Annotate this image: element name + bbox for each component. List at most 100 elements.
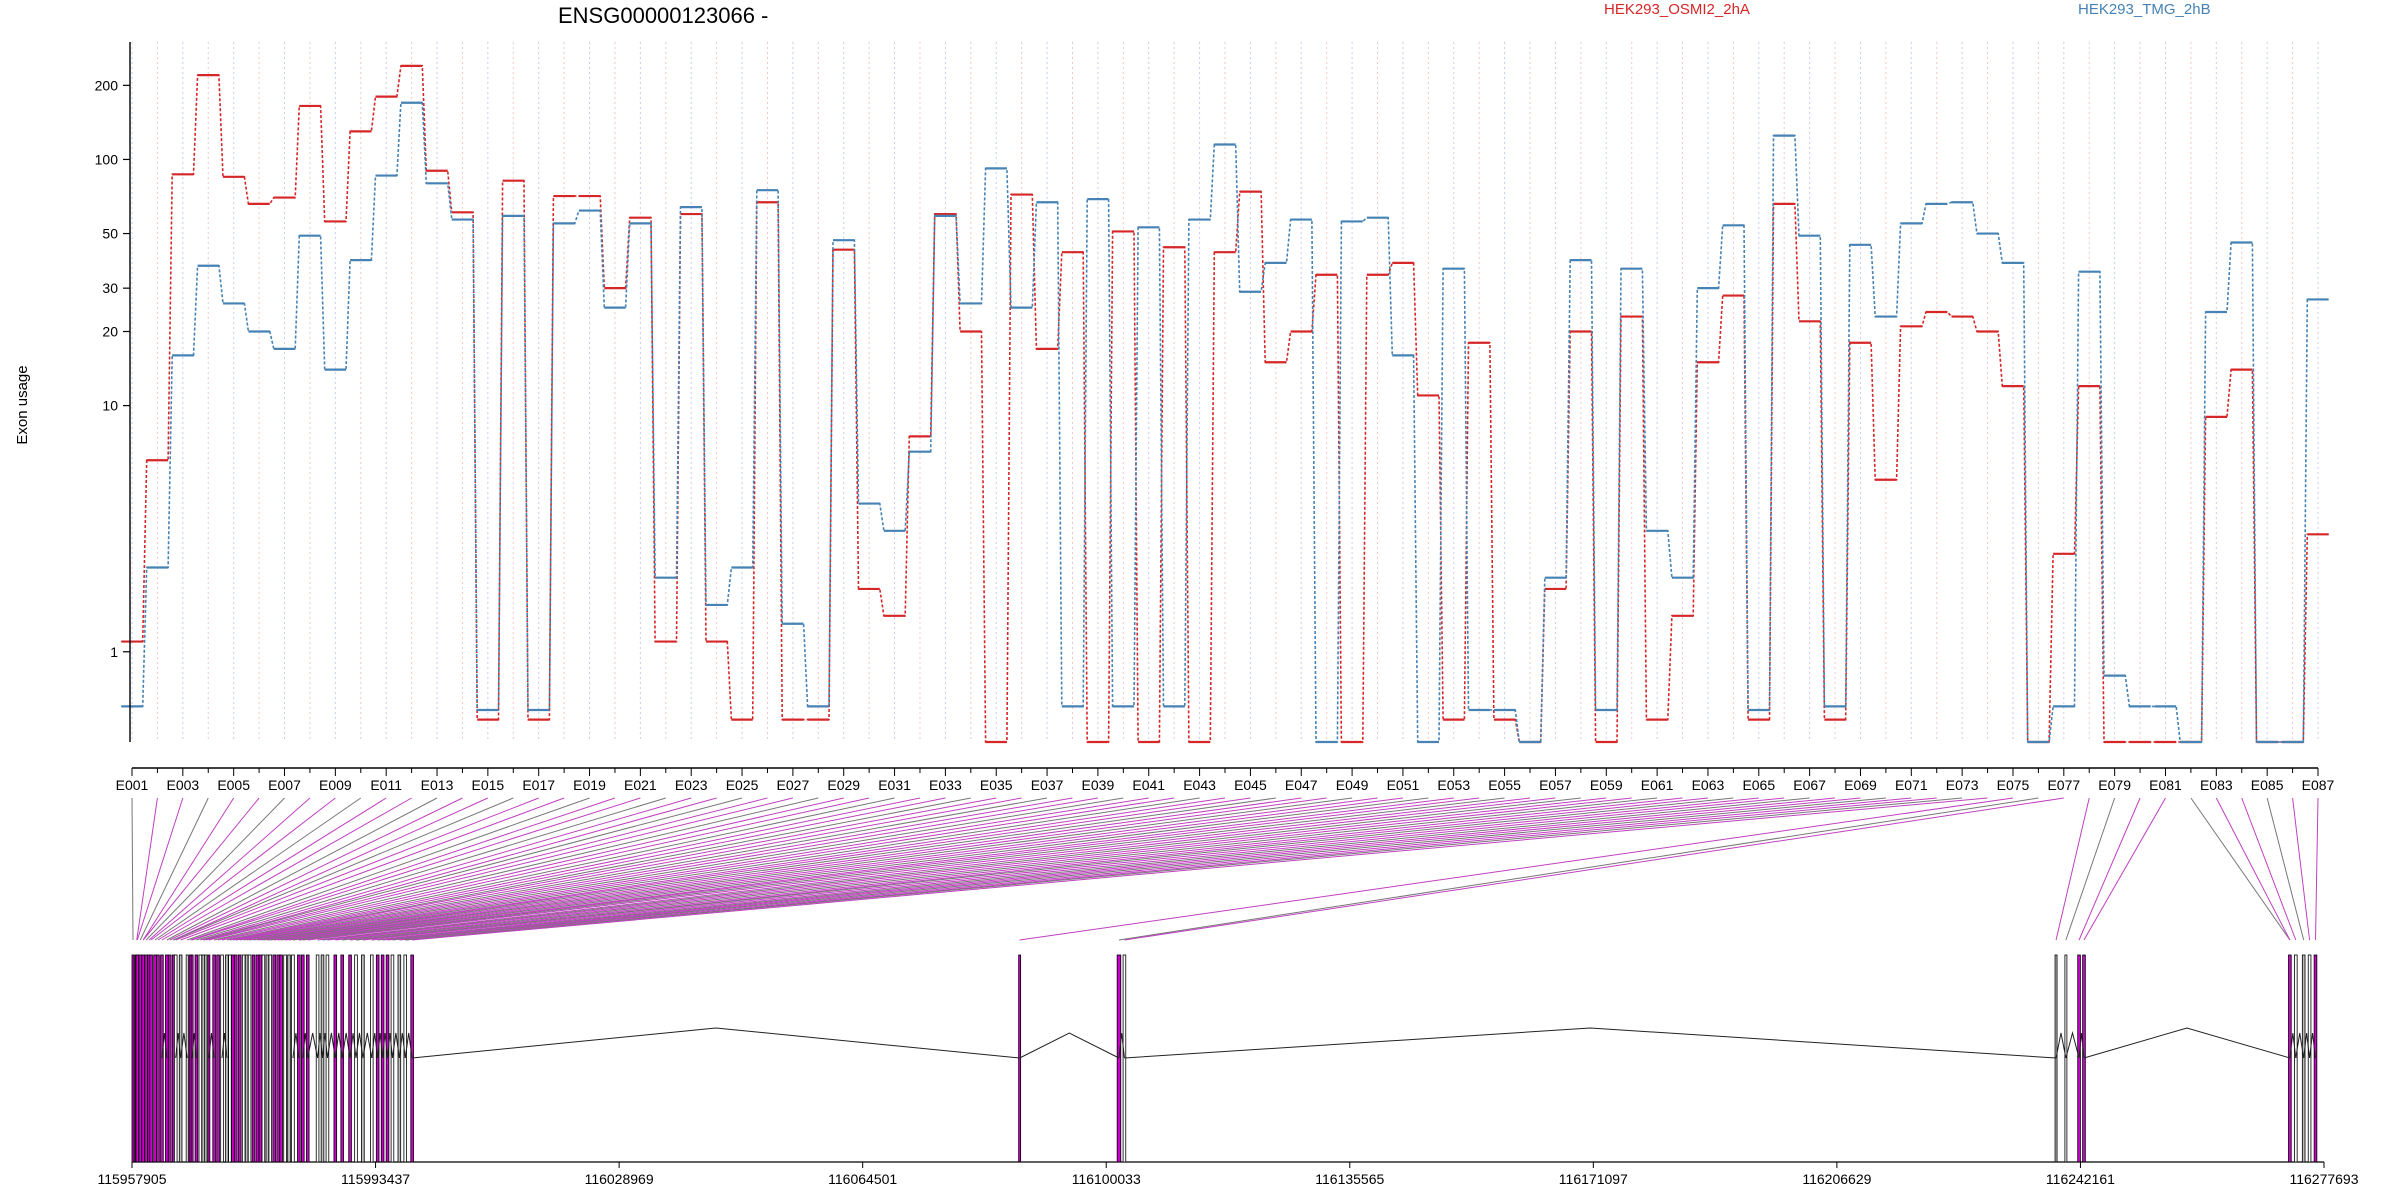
- legend-series-1: HEK293_OSMI2_2hA: [1604, 1, 1750, 18]
- intron-line: [391, 1032, 400, 1059]
- exon-connector: [166, 797, 438, 941]
- exon-connector: [142, 797, 235, 941]
- exon-box: [1018, 954, 1022, 1163]
- exon-box: [160, 954, 164, 1163]
- x-tick-label: E031: [878, 777, 911, 793]
- exon-connector: [350, 797, 1683, 941]
- exon-box: [2082, 954, 2086, 1163]
- coordinate-label: 116064501: [828, 1171, 897, 1187]
- exon-connector: [232, 797, 946, 941]
- exon-connector: [239, 797, 1022, 941]
- exon-box: [204, 954, 208, 1163]
- intron-line: [334, 1032, 343, 1059]
- exon-connector: [221, 797, 870, 941]
- x-tick-label: E009: [319, 777, 352, 793]
- x-tick-label: E015: [472, 777, 505, 793]
- exon-connector: [214, 797, 819, 941]
- exon-box: [1116, 954, 1122, 1163]
- x-tick-label: E055: [1488, 777, 1521, 793]
- exon-connector: [157, 797, 387, 941]
- intron-line: [180, 1032, 188, 1059]
- intron-line: [322, 1032, 328, 1059]
- coordinate-label: 115993437: [341, 1171, 410, 1187]
- exon-connector: [267, 797, 1226, 941]
- exon-connector: [145, 797, 285, 941]
- y-tick-label: 100: [95, 151, 119, 167]
- exon-connector: [342, 797, 1658, 941]
- y-tick-label: 10: [102, 398, 118, 414]
- intron-line: [2083, 1027, 2291, 1059]
- exon-box: [380, 954, 385, 1163]
- x-tick-label: E035: [980, 777, 1013, 793]
- genome-coordinate-axis: 115957905 115993437 116028969 116064501 1161…: [97, 1162, 2359, 1187]
- y-axis: 1 10 20 30 50 100 200: [95, 42, 131, 742]
- coordinate-label: 116028969: [585, 1171, 654, 1187]
- exon-box: [135, 954, 140, 1163]
- exon-connector: [412, 797, 1988, 941]
- x-tick-label: E085: [2251, 777, 2284, 793]
- exon-box: [301, 954, 305, 1163]
- exon-connector: [196, 797, 666, 941]
- x-tick-label: E029: [827, 777, 860, 793]
- exon-box: [397, 954, 402, 1163]
- exon-connector: [278, 797, 1327, 941]
- x-tick-label: E069: [1844, 777, 1877, 793]
- exon-connector: [298, 797, 1454, 941]
- coordinate-label: 116171097: [1559, 1171, 1628, 1187]
- exon-box: [291, 954, 295, 1163]
- exon-box: [247, 954, 252, 1163]
- exon-box: [258, 954, 263, 1163]
- exon-connector: [2065, 797, 2116, 941]
- exon-box: [1122, 954, 1127, 1163]
- exon-box: [325, 954, 330, 1163]
- x-tick-label: E045: [1234, 777, 1267, 793]
- exon-connector: [161, 797, 412, 941]
- exon-box: [2313, 954, 2318, 1163]
- exon-box: [354, 954, 358, 1163]
- exon-connector: [392, 797, 1886, 941]
- exon-connector: [1124, 797, 2064, 941]
- gene-model-track: [131, 954, 2324, 1163]
- exon-box: [261, 954, 266, 1163]
- x-tick-label: E049: [1336, 777, 1369, 793]
- exon-box: [390, 954, 395, 1163]
- exon-connector: [249, 797, 1098, 941]
- exon-connector: [335, 797, 1632, 941]
- x-tick-label: E047: [1285, 777, 1318, 793]
- exon-connector: [2055, 797, 2090, 941]
- grid-lines: [131, 42, 2319, 742]
- intron-line: [382, 1032, 389, 1059]
- intron-line: [2309, 1032, 2316, 1059]
- x-tick-label: E075: [1997, 777, 2030, 793]
- legend-series-2: HEK293_TMG_2hB: [2078, 1, 2211, 18]
- exon-box: [297, 954, 301, 1163]
- exon-box: [138, 954, 142, 1163]
- exon-connector: [387, 797, 1861, 941]
- coordinate-label: 116135565: [1315, 1171, 1384, 1187]
- exon-connector: [253, 797, 1124, 941]
- coordinate-label: 115957905: [97, 1171, 166, 1187]
- exon-box: [255, 954, 260, 1163]
- exon-connector: [307, 797, 1531, 941]
- exon-connector: [190, 797, 616, 941]
- exon-box: [178, 954, 183, 1163]
- x-tick-label: E079: [2098, 777, 2131, 793]
- x-tick-label: E021: [624, 777, 657, 793]
- exon-box: [276, 954, 280, 1163]
- exon-connector: [298, 797, 1480, 941]
- intron-line: [175, 1032, 182, 1059]
- exon-box: [156, 954, 160, 1163]
- exon-connector: [175, 797, 539, 941]
- coordinate-label: 116242161: [2046, 1171, 2115, 1187]
- exon-box: [153, 954, 157, 1163]
- exon-box: [194, 954, 199, 1163]
- exon-connector: [399, 797, 1912, 941]
- exon-box: [190, 954, 194, 1163]
- x-tick-label: E013: [421, 777, 454, 793]
- exon-box: [244, 954, 249, 1163]
- chart-title: ENSG00000123066 -: [558, 3, 768, 28]
- exon-connector: [203, 797, 717, 941]
- exon-box: [173, 954, 178, 1163]
- coordinate-label: 116100033: [1072, 1171, 1141, 1187]
- exon-box: [251, 954, 256, 1163]
